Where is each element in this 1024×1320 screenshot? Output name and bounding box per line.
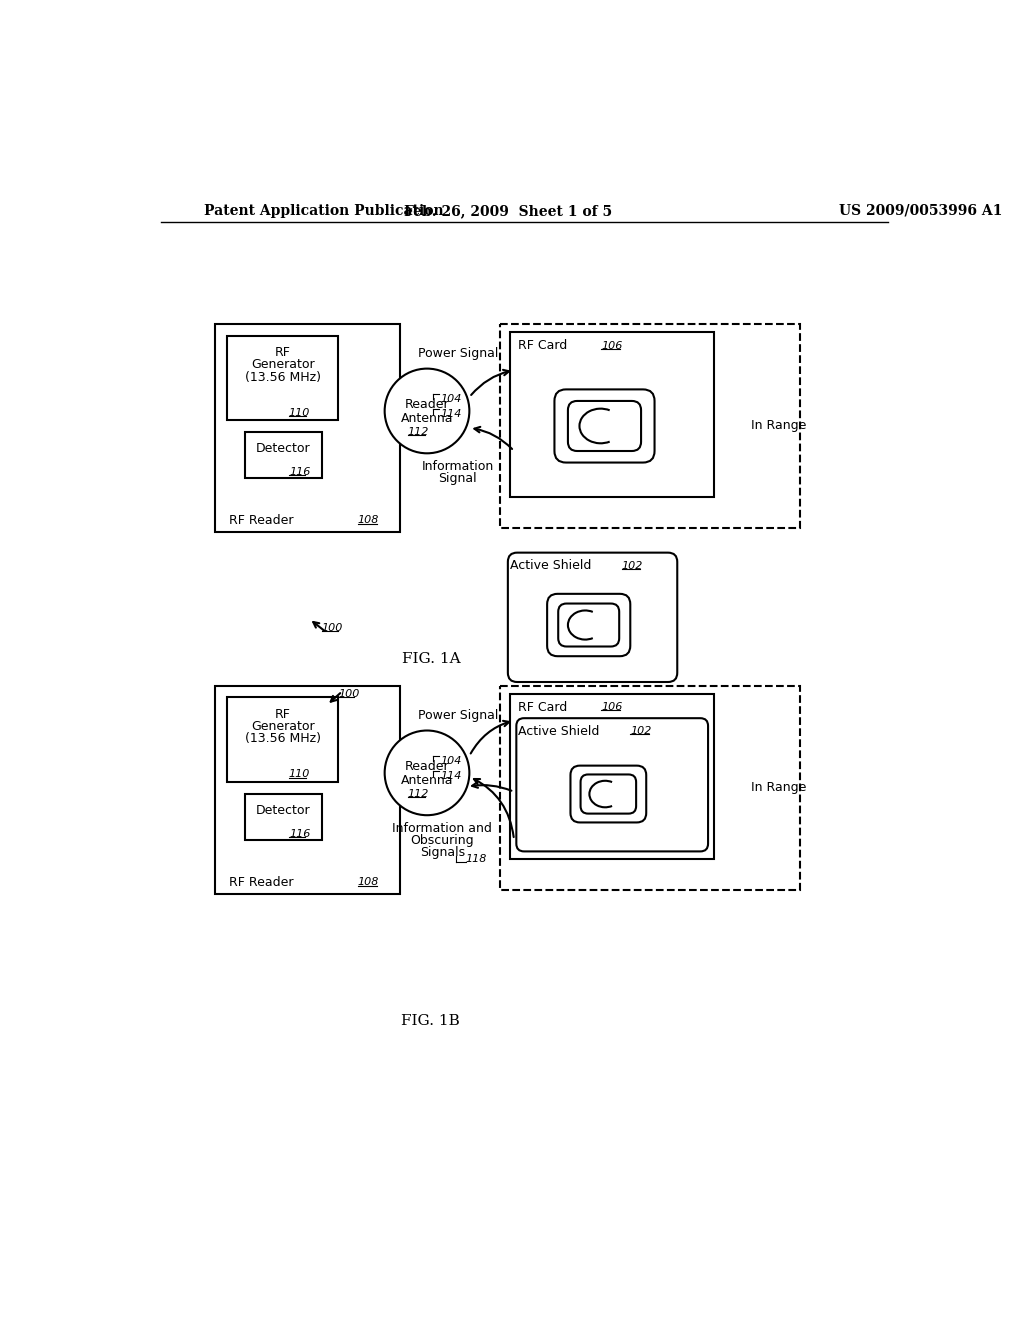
Bar [500, 323, 801, 528]
Text: 100: 100 [322, 623, 343, 634]
Text: 114: 114 [441, 771, 462, 781]
Text: 114: 114 [441, 409, 462, 418]
Text: RF Card: RF Card [518, 339, 567, 352]
Text: Information and: Information and [392, 822, 493, 834]
Text: 100: 100 [339, 689, 359, 698]
Text: Detector: Detector [256, 804, 310, 817]
Text: Detector: Detector [256, 442, 310, 455]
Text: Signals: Signals [420, 846, 465, 859]
Text: Power Signal: Power Signal [418, 347, 498, 360]
FancyBboxPatch shape [570, 766, 646, 822]
FancyBboxPatch shape [554, 389, 654, 462]
Text: 106: 106 [601, 702, 623, 713]
Text: RF Card: RF Card [518, 701, 567, 714]
FancyBboxPatch shape [516, 718, 708, 851]
Text: RF Reader: RF Reader [229, 875, 294, 888]
Text: Power Signal: Power Signal [418, 709, 498, 722]
Text: (13.56 MHz): (13.56 MHz) [245, 371, 321, 384]
Ellipse shape [385, 730, 469, 816]
Text: 104: 104 [441, 393, 462, 404]
Bar [245, 793, 322, 840]
Ellipse shape [385, 368, 469, 453]
Text: Reader: Reader [404, 399, 450, 412]
Text: 116: 116 [289, 829, 310, 838]
Text: (13.56 MHz): (13.56 MHz) [245, 733, 321, 746]
Bar [215, 686, 400, 894]
Text: 110: 110 [289, 408, 310, 417]
Text: Active Shield: Active Shield [518, 725, 599, 738]
Text: RF: RF [274, 708, 291, 721]
Text: Reader: Reader [404, 760, 450, 774]
Text: 108: 108 [357, 878, 379, 887]
Text: RF: RF [274, 346, 291, 359]
Text: 118: 118 [466, 854, 486, 865]
Text: Feb. 26, 2009  Sheet 1 of 5: Feb. 26, 2009 Sheet 1 of 5 [403, 203, 612, 218]
Text: 116: 116 [289, 467, 310, 477]
Text: RF Reader: RF Reader [229, 513, 294, 527]
Text: 112: 112 [408, 426, 429, 437]
FancyBboxPatch shape [508, 553, 677, 682]
Text: Obscuring: Obscuring [411, 834, 474, 847]
FancyBboxPatch shape [547, 594, 631, 656]
Bar [245, 432, 322, 478]
FancyBboxPatch shape [558, 603, 620, 647]
Text: In Range: In Range [752, 781, 807, 795]
Text: In Range: In Range [752, 420, 807, 433]
Text: Generator: Generator [251, 358, 314, 371]
Text: FIG. 1B: FIG. 1B [401, 1014, 460, 1028]
Bar [510, 331, 714, 498]
Text: US 2009/0053996 A1: US 2009/0053996 A1 [839, 203, 1002, 218]
Bar [226, 697, 339, 781]
Text: Antenna: Antenna [400, 774, 454, 787]
Text: 102: 102 [622, 561, 643, 570]
FancyBboxPatch shape [581, 775, 636, 813]
Bar [215, 323, 400, 532]
Text: Antenna: Antenna [400, 412, 454, 425]
Text: Generator: Generator [251, 721, 314, 733]
Text: 108: 108 [357, 515, 379, 525]
Bar [500, 686, 801, 890]
Text: 106: 106 [601, 341, 623, 351]
Text: Active Shield: Active Shield [510, 560, 591, 573]
Text: FIG. 1A: FIG. 1A [401, 652, 460, 665]
Bar [510, 693, 714, 859]
Text: Signal: Signal [438, 473, 477, 486]
Text: 102: 102 [631, 726, 651, 737]
FancyBboxPatch shape [568, 401, 641, 451]
Text: 104: 104 [441, 755, 462, 766]
Text: 110: 110 [289, 770, 310, 779]
Text: Patent Application Publication: Patent Application Publication [204, 203, 443, 218]
Bar [226, 335, 339, 420]
Text: 112: 112 [408, 788, 429, 799]
Text: Information: Information [422, 459, 494, 473]
